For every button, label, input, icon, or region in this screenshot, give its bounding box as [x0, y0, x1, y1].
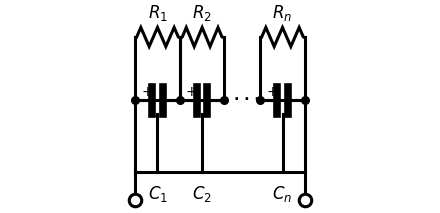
- Text: +: +: [266, 85, 278, 99]
- Text: $C_n$: $C_n$: [272, 184, 293, 204]
- Text: $R_1$: $R_1$: [147, 3, 168, 23]
- Text: $C_2$: $C_2$: [192, 184, 212, 204]
- Text: $R_2$: $R_2$: [192, 3, 212, 23]
- Text: $R_n$: $R_n$: [272, 3, 293, 23]
- Text: +: +: [141, 85, 153, 99]
- Text: · · · ·: · · · ·: [224, 94, 260, 108]
- Text: +: +: [186, 85, 197, 99]
- Text: $C_1$: $C_1$: [147, 184, 168, 204]
